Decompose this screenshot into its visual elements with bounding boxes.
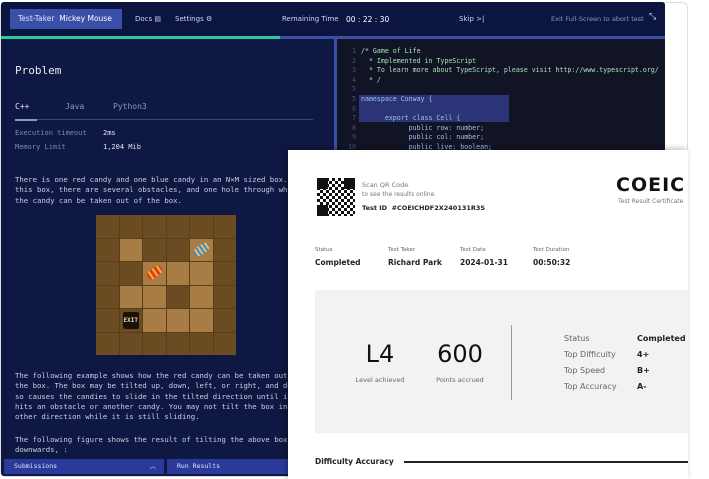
line-number: 6 — [352, 104, 356, 113]
line-number: 8 — [352, 123, 356, 132]
problem-paragraph: The following example shows how the red … — [15, 371, 305, 422]
result-certificate: Scan QR Code to see the results online. … — [288, 150, 688, 479]
tab-java[interactable]: Java — [65, 102, 85, 111]
stat-test-taker: Test Taker Richard Park — [388, 247, 442, 267]
code-line: * To learn more about TypeScript, please… — [361, 66, 659, 75]
result-value: A- — [637, 382, 647, 391]
line-number: 4 — [352, 75, 356, 84]
section-title: Difficulty Accuracy — [315, 457, 394, 466]
section-rule — [404, 461, 688, 463]
exit-hole-icon: EXIT — [122, 312, 139, 329]
qr-code — [317, 178, 355, 216]
problem-paragraph: The following figure shows the result of… — [15, 435, 288, 455]
time-progress-bar — [1, 36, 665, 39]
line-number: 7 — [352, 114, 356, 123]
candy-board-image: EXIT — [96, 215, 236, 355]
stat-test-duration: Test Duration 00:50:32 — [533, 247, 571, 267]
code-line: * Implemented in TypeScript — [361, 56, 477, 65]
top-bar: Test-Taker Mickey Mouse Docs ▤ Settings … — [1, 2, 665, 36]
gear-icon: ⚙ — [205, 15, 213, 23]
line-number: 3 — [352, 66, 356, 75]
remaining-time: 00 : 22 : 30 — [346, 15, 390, 24]
problem-title: Problem — [15, 64, 62, 77]
red-candy-icon — [144, 263, 165, 282]
code-line: * / — [361, 75, 381, 84]
result-label: Top Accuracy — [564, 382, 617, 391]
line-number: 9 — [352, 133, 356, 142]
memory-limit: Memory Limit 1,204 Mib — [15, 143, 141, 151]
selection-highlight — [359, 95, 509, 122]
result-label: Top Difficulty — [564, 350, 616, 359]
level-label: Level achieved — [355, 376, 405, 384]
time-progress-fill — [1, 36, 280, 39]
tab-python3[interactable]: Python3 — [113, 102, 147, 111]
test-taker-badge: Test-Taker Mickey Mouse — [10, 9, 122, 29]
submissions-button[interactable]: Submissions ︿ — [4, 459, 164, 474]
result-value: 4+ — [637, 350, 650, 359]
remaining-time-label: Remaining Time — [282, 15, 339, 23]
execution-timeout: Execution timeout 2ms — [15, 129, 116, 137]
code-line: public col: number; — [361, 133, 485, 142]
bottom-bar: Submissions ︿ Run Results — [1, 457, 331, 476]
chevron-up-icon: ︿ — [149, 462, 157, 470]
code-line: /* Game of Life — [361, 47, 421, 55]
score-panel: L4 Level achieved 600 Points accrued Sta… — [315, 290, 688, 433]
tab-cpp[interactable]: C++ — [15, 102, 30, 111]
result-value: Completed — [637, 334, 686, 343]
line-number: 2 — [352, 56, 356, 65]
qr-subtitle: to see the results online. — [362, 191, 437, 198]
problem-panel: Problem C++ Java Python3 Execution timeo… — [1, 39, 331, 457]
points-value: 600 — [437, 340, 483, 368]
exit-fullscreen-hint: Exit Full-Screen to abort test — [551, 15, 644, 23]
blue-candy-icon — [191, 240, 212, 258]
qr-title: Scan QR Code — [362, 181, 409, 189]
code-line: public row: number; — [361, 123, 485, 132]
test-id: Test ID #COEICHDF2X240131R3S — [362, 204, 486, 212]
skip-button[interactable]: Skip >| — [459, 15, 485, 23]
problem-paragraph: There is one red candy and one blue cand… — [15, 175, 301, 205]
line-number: 5 — [352, 85, 356, 94]
code-line: export class Cell { — [361, 114, 461, 123]
brand-logo: COEIC — [616, 174, 686, 196]
docs-button[interactable]: Docs ▤ — [135, 15, 162, 23]
level-value: L4 — [365, 340, 395, 368]
divider — [511, 325, 512, 400]
result-label: Status — [564, 334, 590, 343]
result-label: Top Speed — [564, 366, 606, 375]
points-label: Points accrued — [436, 376, 484, 384]
line-number: 5 — [352, 95, 356, 103]
stat-test-date: Test Date 2024-01-31 — [460, 247, 508, 267]
line-number: 1 — [352, 47, 356, 55]
result-value: B+ — [637, 366, 650, 375]
stat-status: Status Completed — [315, 247, 361, 267]
skip-icon: >| — [476, 15, 485, 23]
document-icon: ▤ — [154, 15, 162, 23]
collapse-fullscreen-icon[interactable]: ⤡ — [649, 12, 657, 22]
code-line: public live: boolean; — [361, 143, 493, 151]
code-line: namespace Conway { — [361, 95, 433, 103]
line-number: 10 — [348, 143, 356, 151]
brand-subtitle: Test Result Certificate — [618, 198, 684, 205]
settings-button[interactable]: Settings ⚙ — [175, 15, 213, 23]
code-editor[interactable]: 1 /* Game of Life 2 * Implemented in TypeS… — [334, 39, 665, 159]
tab-underline — [15, 118, 313, 121]
